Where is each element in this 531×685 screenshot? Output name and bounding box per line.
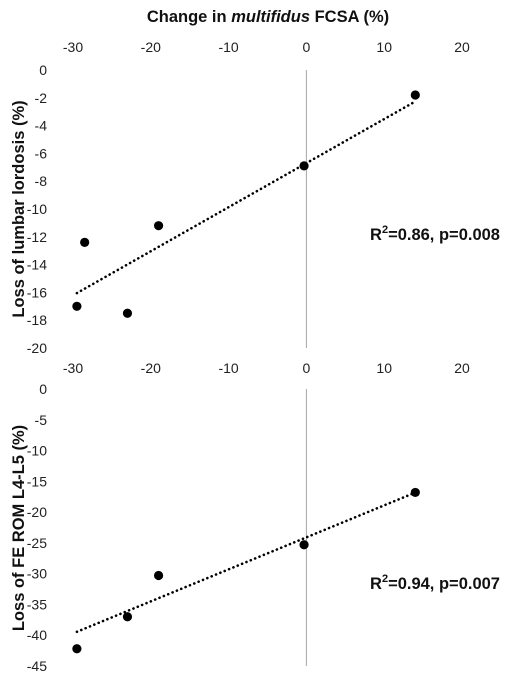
- x-tick-label: 0: [303, 39, 311, 55]
- x-tick-label: -20: [141, 39, 161, 55]
- regression-annotation: R2=0.86, p=0.008: [370, 224, 500, 244]
- r2-values: =0.94, p=0.007: [388, 575, 500, 593]
- y-axis-title: Loss of FE ROM L4-L5 (%): [10, 425, 28, 631]
- x-tick-label: -30: [63, 360, 83, 376]
- y-tick-label: -2: [35, 90, 48, 106]
- r2-letter: R: [370, 575, 382, 593]
- x-tick-label: -30: [63, 39, 83, 55]
- chart-panel-fe-rom: Loss of FE ROM L4-L5 (%) -30 -20 -10 0 10 20 0…: [10, 360, 500, 674]
- x-tick-label: -20: [141, 360, 161, 376]
- y-tick-label: -40: [27, 627, 47, 643]
- trendline: [75, 100, 417, 295]
- x-axis-title-prefix: Change in: [147, 8, 231, 26]
- x-tick-label: 10: [376, 360, 392, 376]
- data-point: [122, 308, 133, 318]
- chart-panel-lordosis: Loss of lumbar lordosis (%) -30 -20 -10 0 10…: [10, 39, 500, 356]
- r2-superscript: 2: [382, 573, 388, 585]
- data-point: [72, 301, 82, 311]
- x-axis-title-italic: multifidus: [231, 8, 310, 26]
- trendline: [75, 491, 417, 634]
- r2-superscript: 2: [382, 224, 388, 236]
- y-tick-label: 0: [39, 62, 47, 78]
- data-point: [410, 90, 420, 100]
- y-tick-label: -20: [27, 504, 47, 520]
- y-tick-label: -8: [35, 173, 48, 189]
- y-tick-label: -18: [27, 312, 47, 328]
- y-tick-label: 0: [39, 381, 47, 397]
- regression-annotation: R2=0.94, p=0.007: [370, 573, 500, 593]
- y-tick-label: -16: [27, 284, 47, 300]
- r2-letter: R: [370, 226, 382, 244]
- y-tick-label: -45: [27, 658, 47, 674]
- y-tick-label: -12: [27, 229, 47, 245]
- data-point: [153, 570, 164, 581]
- y-tick-label: -20: [27, 340, 47, 356]
- data-point: [80, 237, 90, 247]
- data-point: [122, 612, 133, 622]
- data-point: [410, 487, 420, 498]
- data-point: [72, 644, 82, 654]
- y-tick-label: -10: [27, 443, 47, 459]
- y-tick-label: -6: [35, 145, 48, 161]
- data-point: [299, 540, 309, 550]
- y-axis-title: Loss of lumbar lordosis (%): [10, 100, 28, 317]
- x-tick-label: 10: [376, 39, 392, 55]
- data-point: [153, 221, 164, 231]
- y-tick-label: -25: [27, 535, 47, 551]
- x-tick-label: -10: [218, 39, 238, 55]
- r2-values: =0.86, p=0.008: [388, 226, 500, 244]
- y-tick-label: -10: [27, 201, 47, 217]
- x-axis-title: Change in multifidus FCSA (%): [147, 8, 389, 26]
- y-tick-label: -35: [27, 596, 47, 612]
- x-tick-label: 0: [303, 360, 311, 376]
- y-tick-label: -15: [27, 473, 47, 489]
- y-tick-label: -30: [27, 566, 47, 582]
- x-tick-label: -10: [218, 360, 238, 376]
- y-tick-label: -14: [27, 257, 47, 273]
- data-point: [299, 161, 309, 171]
- x-tick-label: 20: [454, 39, 470, 55]
- x-axis-title-suffix: FCSA (%): [310, 8, 389, 26]
- x-tick-label: 20: [454, 360, 470, 376]
- y-tick-label: -4: [35, 118, 48, 134]
- y-tick-label: -5: [35, 412, 48, 428]
